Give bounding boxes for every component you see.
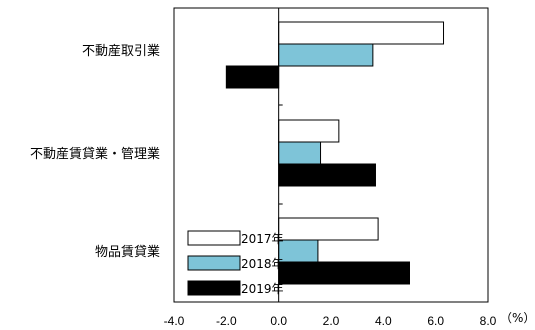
- bar-2018年-1: [278, 141, 322, 165]
- legend-swatch: [187, 230, 241, 246]
- plot-frame: [173, 7, 489, 303]
- tick-label: -2.0: [216, 314, 237, 328]
- bar-2018年-2: [278, 239, 319, 263]
- bar-2019年-0: [225, 65, 280, 89]
- bar-2018年-0: [278, 43, 374, 67]
- category-label: 不動産賃貸業・管理業: [30, 146, 160, 162]
- unit-label: （%）: [500, 311, 535, 325]
- legend-label: 2019年: [241, 282, 284, 296]
- legend-swatch: [187, 280, 241, 296]
- legend-swatch: [187, 255, 241, 271]
- tick-label: -4.0: [164, 314, 185, 328]
- tick-label: 2.0: [323, 314, 340, 328]
- bar-2019年-2: [278, 261, 410, 285]
- tick-label: 6.0: [427, 314, 444, 328]
- axis-ticks: [278, 104, 283, 303]
- tick-label: 0.0: [270, 314, 287, 328]
- bar-2017年-2: [278, 217, 379, 241]
- category-label: 物品賃貸業: [95, 244, 160, 260]
- bars: [225, 21, 445, 285]
- tick-label: 8.0: [480, 314, 497, 328]
- legend-label: 2017年: [241, 232, 284, 246]
- tick-labels: -4.0 -2.0 0.0 2.0 4.0 6.0 8.0: [164, 314, 497, 328]
- category-label: 不動産取引業: [82, 43, 160, 59]
- legend-label: 2018年: [241, 257, 284, 271]
- bar-2019年-1: [278, 163, 376, 187]
- bar-2017年-0: [278, 21, 445, 45]
- tick-label: 4.0: [375, 314, 392, 328]
- legend: 2017年 2018年 2019年: [187, 230, 284, 296]
- bar-2017年-1: [278, 119, 340, 143]
